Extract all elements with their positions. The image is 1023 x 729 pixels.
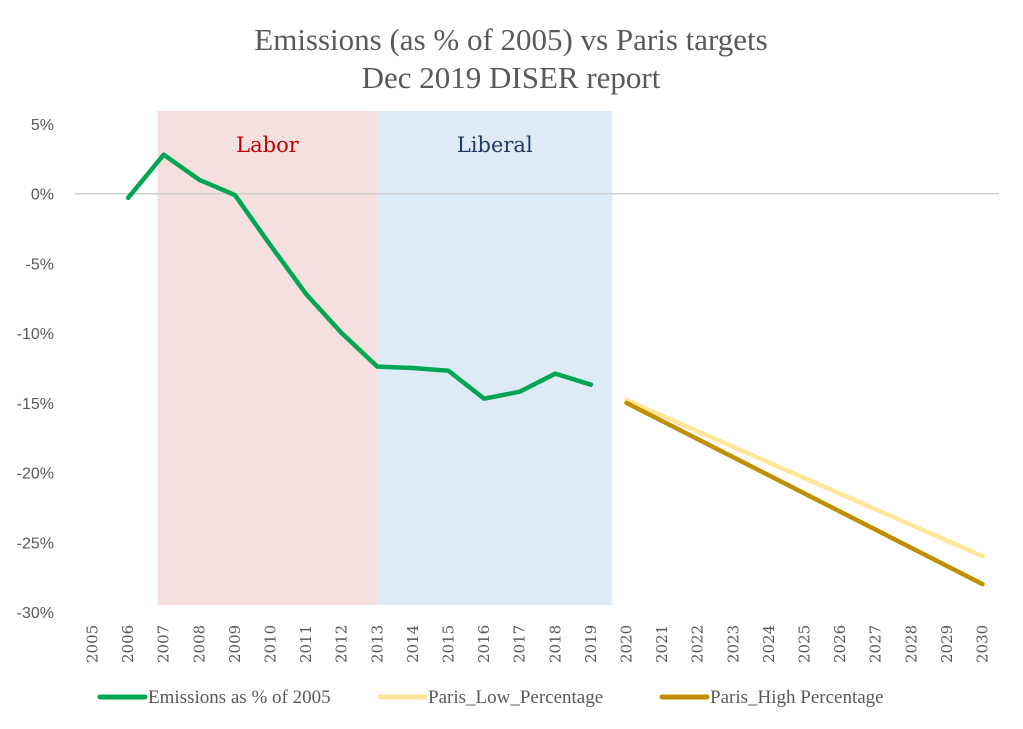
- x-tick-label: 2015: [440, 625, 458, 663]
- x-tick-label: 2023: [724, 625, 742, 663]
- x-tick-label: 2019: [582, 625, 600, 663]
- x-tick-label: 2008: [190, 625, 208, 663]
- x-tick-label: 2027: [867, 625, 885, 663]
- band-label-liberal: Liberal: [457, 133, 533, 157]
- legend-label-paris-high-percentage: Paris_High Percentage: [710, 687, 884, 708]
- x-tick-label: 2013: [368, 625, 386, 663]
- x-tick-label: 2012: [333, 625, 351, 663]
- x-tick-label: 2007: [155, 625, 173, 663]
- party-bands: Labor Liberal: [157, 111, 613, 605]
- series-lines: [125, 152, 985, 587]
- chart-subtitle: Dec 2019 DISER report: [362, 60, 661, 95]
- series-line-paris-low-percentage: [624, 397, 985, 559]
- x-tick-label: 2018: [546, 625, 564, 663]
- x-tick-label: 2009: [226, 625, 244, 663]
- x-tick-label: 2026: [831, 625, 849, 663]
- x-tick-label: 2024: [760, 625, 778, 663]
- x-tick-label: 2028: [902, 625, 920, 663]
- x-tick-label: 2017: [511, 625, 529, 663]
- x-tick-label: 2014: [404, 625, 422, 663]
- y-tick-label: -30%: [17, 605, 54, 622]
- y-tick-label: -15%: [17, 396, 54, 413]
- legend: Emissions as % of 2005 Paris_Low_Percenta…: [97, 687, 884, 708]
- x-tick-label: 2006: [119, 625, 137, 663]
- x-tick-label: 2021: [653, 625, 671, 663]
- series-line-paris-high-percentage: [624, 400, 985, 587]
- x-tick-label: 2011: [297, 625, 315, 663]
- x-tick-label: 2010: [262, 625, 280, 663]
- band-labor: [157, 111, 378, 605]
- y-tick-label: -20%: [17, 466, 54, 483]
- x-tick-label: 2022: [689, 625, 707, 663]
- band-label-labor: Labor: [236, 133, 300, 157]
- y-tick-label: -25%: [17, 535, 54, 552]
- y-tick-label: -5%: [26, 256, 54, 273]
- x-tick-label: 2030: [974, 625, 992, 663]
- x-tick-label: 2005: [84, 625, 102, 663]
- y-tick-label: -10%: [17, 326, 54, 343]
- x-axis: 2005 2006 2007 2008 2009 2010 2011 2012 2013 2014…: [84, 625, 992, 663]
- y-tick-label: 5%: [31, 117, 54, 134]
- x-tick-label: 2025: [796, 625, 814, 663]
- series-line-emissions-as-of-2005: [125, 152, 594, 401]
- legend-label-emissions-as-of-2005: Emissions as % of 2005: [148, 687, 331, 708]
- y-axis: 5% 0% -5% -10% -15% -20% -25% -30%: [17, 117, 54, 622]
- y-tick-label: 0%: [31, 187, 54, 204]
- band-liberal: [377, 111, 613, 605]
- x-tick-label: 2016: [475, 625, 493, 663]
- x-tick-label: 2029: [938, 625, 956, 663]
- x-tick-label: 2020: [618, 625, 636, 663]
- legend-label-paris-low-percentage: Paris_Low_Percentage: [428, 687, 603, 708]
- chart-title: Emissions (as % of 2005) vs Paris target…: [254, 22, 767, 57]
